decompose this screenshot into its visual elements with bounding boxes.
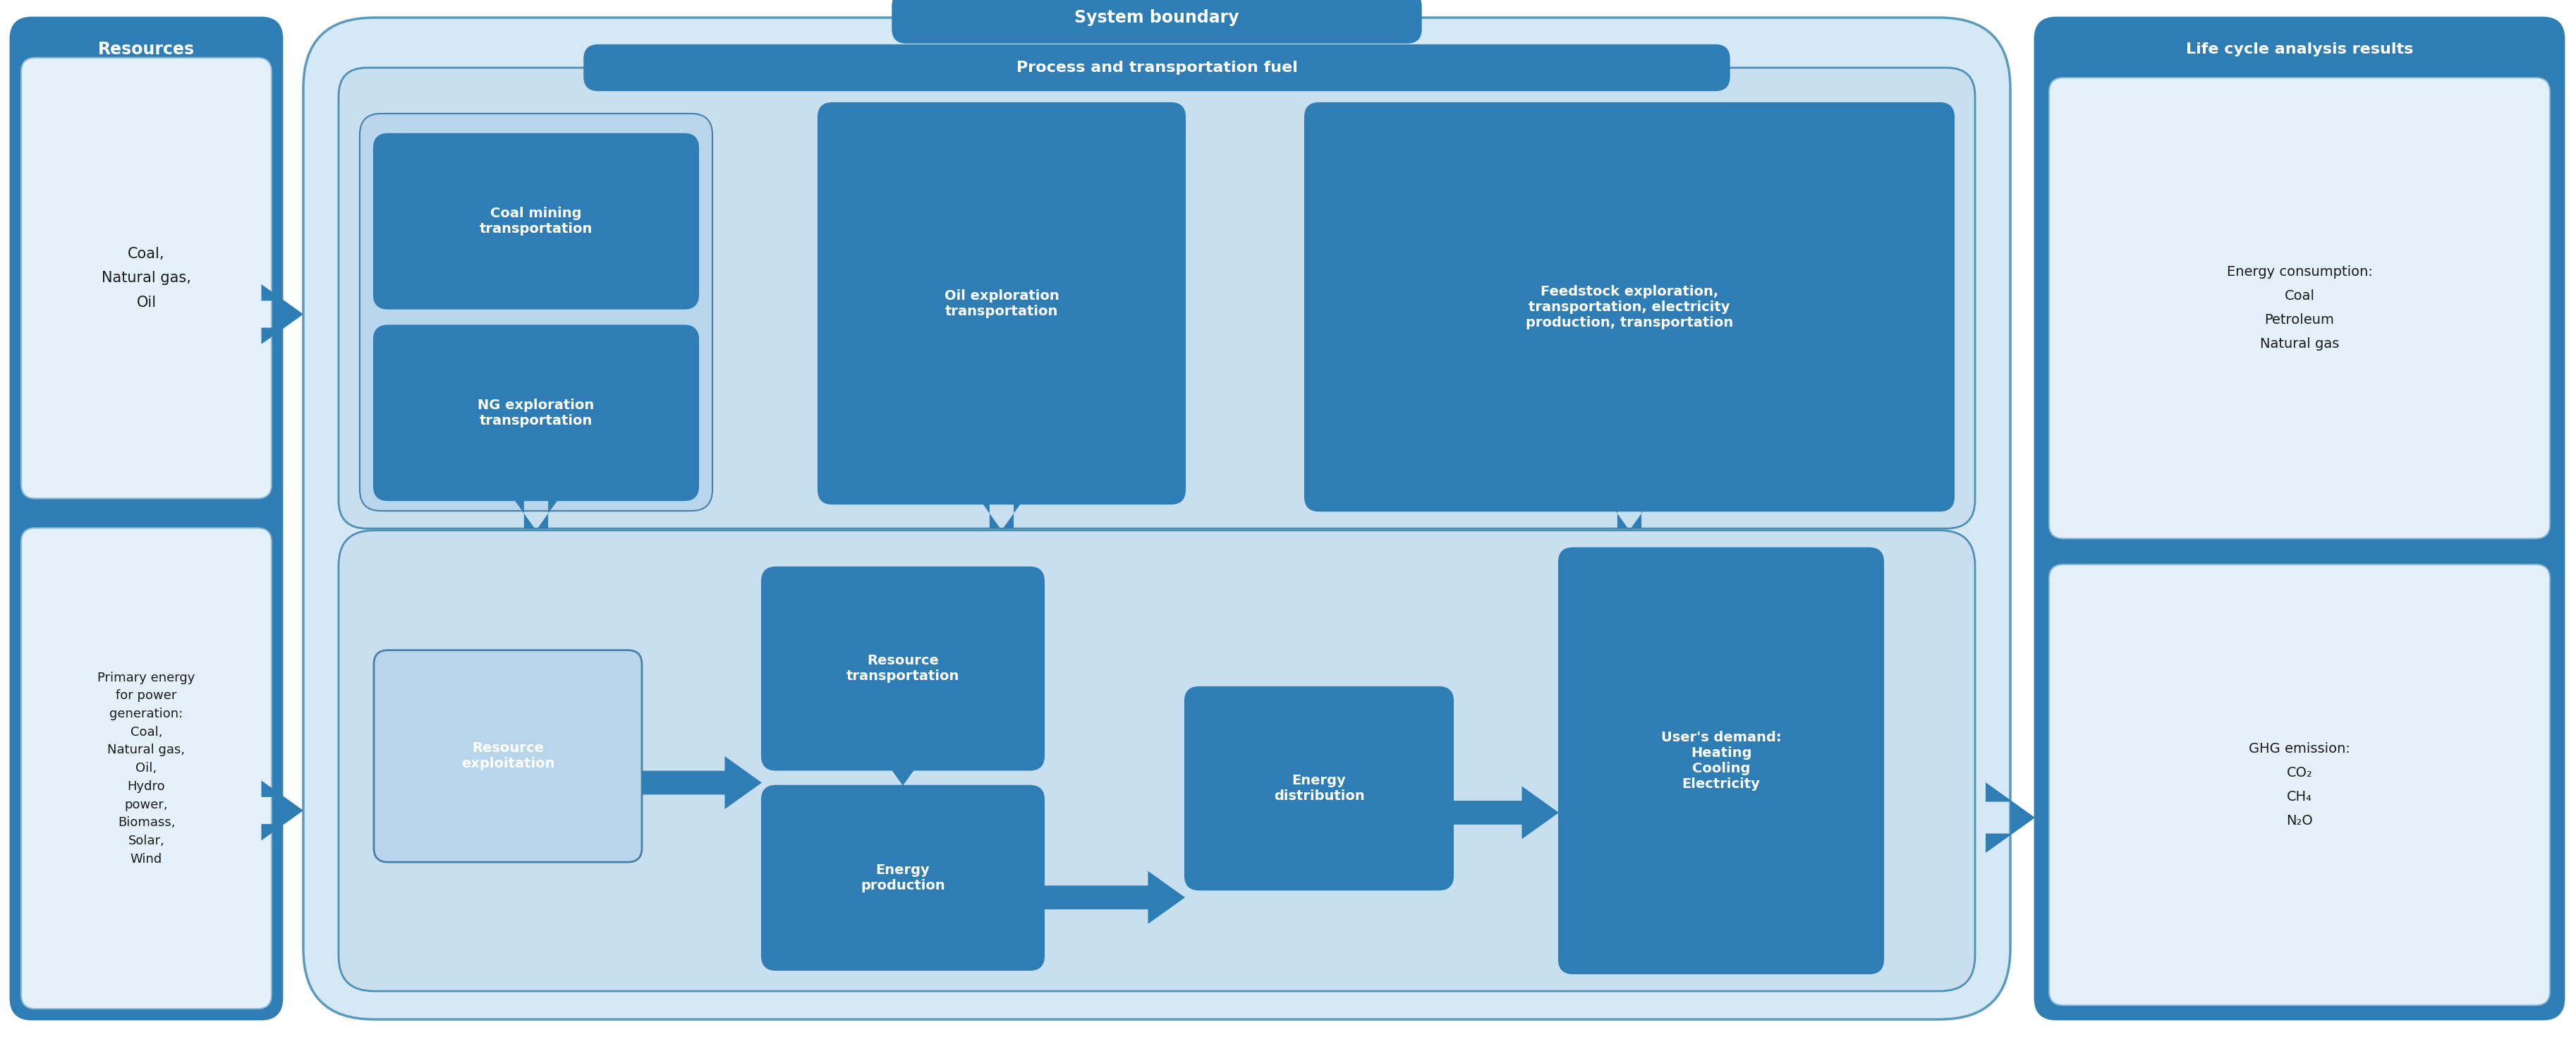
Text: Resource
transportation: Resource transportation [848, 654, 958, 683]
Text: Oil exploration
transportation: Oil exploration transportation [945, 289, 1059, 318]
Text: Resources: Resources [98, 40, 196, 58]
Text: GHG emission:
CO₂
CH₄
N₂O: GHG emission: CO₂ CH₄ N₂O [2249, 742, 2349, 828]
FancyBboxPatch shape [1185, 688, 1453, 890]
Polygon shape [974, 493, 1028, 530]
FancyBboxPatch shape [337, 530, 1976, 991]
Text: System boundary: System boundary [1074, 9, 1239, 26]
Text: Energy consumption:
Coal
Petroleum
Natural gas: Energy consumption: Coal Petroleum Natur… [2226, 265, 2372, 351]
FancyBboxPatch shape [891, 0, 1422, 43]
Text: NG exploration
transportation: NG exploration transportation [477, 398, 595, 427]
FancyBboxPatch shape [374, 134, 698, 309]
Polygon shape [260, 781, 304, 841]
Text: User's demand:
Heating
Cooling
Electricity: User's demand: Heating Cooling Electrici… [1662, 731, 1780, 791]
Text: Coal,
Natural gas,
Oil: Coal, Natural gas, Oil [100, 247, 191, 309]
Polygon shape [260, 284, 304, 344]
Polygon shape [510, 493, 564, 530]
Polygon shape [641, 756, 762, 809]
Text: Energy
production: Energy production [860, 864, 945, 892]
FancyBboxPatch shape [374, 326, 698, 500]
Text: Life cycle analysis results: Life cycle analysis results [2187, 43, 2414, 56]
FancyBboxPatch shape [2048, 78, 2550, 538]
FancyBboxPatch shape [2035, 18, 2563, 1019]
FancyBboxPatch shape [819, 103, 1185, 504]
Polygon shape [1453, 786, 1558, 839]
FancyBboxPatch shape [762, 786, 1043, 970]
FancyBboxPatch shape [1306, 103, 1953, 511]
FancyBboxPatch shape [374, 650, 641, 862]
Polygon shape [878, 751, 927, 786]
Text: Process and transportation fuel: Process and transportation fuel [1015, 61, 1298, 75]
Text: Coal mining
transportation: Coal mining transportation [479, 206, 592, 235]
Polygon shape [1043, 871, 1185, 924]
Polygon shape [1602, 493, 1656, 530]
FancyBboxPatch shape [585, 45, 1728, 90]
FancyBboxPatch shape [10, 18, 283, 1019]
FancyBboxPatch shape [762, 567, 1043, 769]
FancyBboxPatch shape [21, 528, 270, 1009]
FancyBboxPatch shape [2048, 564, 2550, 1005]
Text: Resource
exploitation: Resource exploitation [461, 741, 554, 770]
FancyBboxPatch shape [304, 18, 2009, 1019]
FancyBboxPatch shape [337, 67, 1976, 529]
Text: Primary energy
for power
generation:
Coal,
Natural gas,
Oil,
Hydro
power,
Biomas: Primary energy for power generation: Coa… [98, 671, 196, 865]
Text: Feedstock exploration,
transportation, electricity
production, transportation: Feedstock exploration, transportation, e… [1525, 285, 1734, 329]
FancyBboxPatch shape [21, 58, 270, 499]
FancyBboxPatch shape [1558, 548, 1883, 974]
Text: Energy
distribution: Energy distribution [1273, 774, 1365, 803]
FancyBboxPatch shape [361, 114, 714, 511]
Polygon shape [1986, 782, 2035, 852]
